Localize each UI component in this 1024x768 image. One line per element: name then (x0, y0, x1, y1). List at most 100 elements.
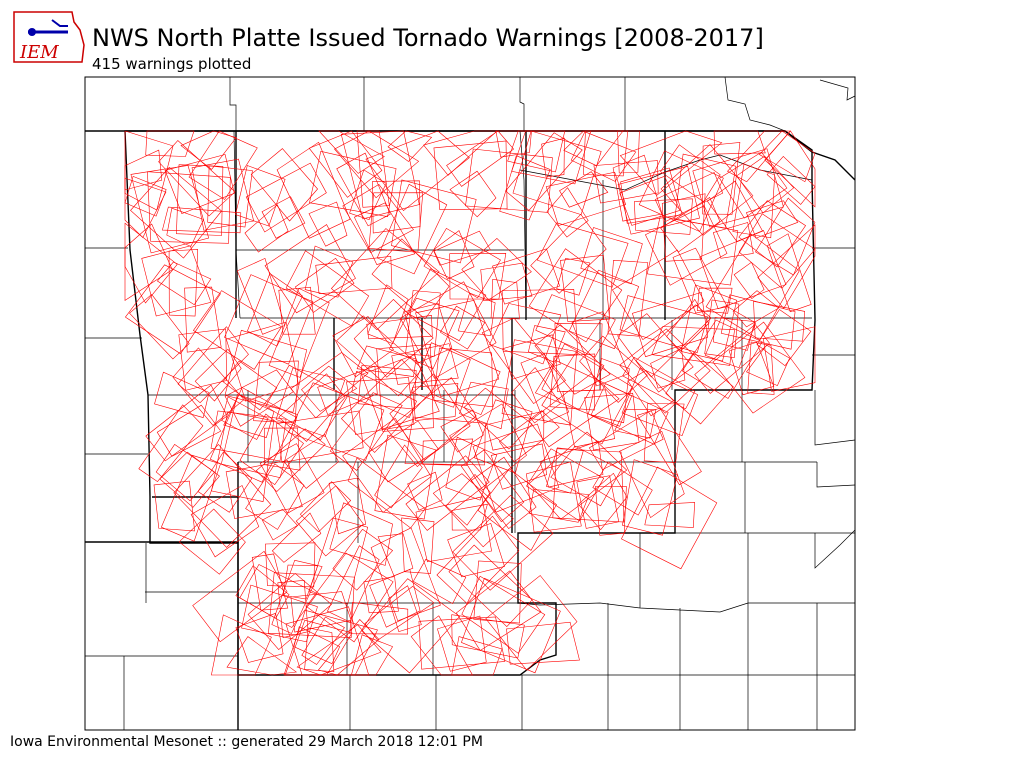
warning-polygon (704, 299, 740, 359)
warning-polygon (541, 137, 565, 178)
warning-polygon (539, 440, 604, 488)
warning-polygon (329, 502, 393, 566)
warning-polygon (210, 410, 287, 462)
logo: IEM (13, 11, 85, 63)
warning-polygon (571, 311, 629, 387)
warning-polygon (299, 481, 352, 533)
warning-polygon (304, 245, 354, 298)
warning-polygon (579, 335, 648, 403)
warning-polygon (541, 343, 605, 411)
warning-polygon (620, 466, 718, 570)
warning-polygon (619, 295, 709, 353)
warning-polygon (247, 273, 303, 347)
warning-polygon (172, 347, 245, 426)
warning-polygon (560, 254, 610, 322)
warning-polygon (377, 533, 414, 577)
warning-polygon (235, 165, 286, 227)
warning-polygon (162, 206, 242, 234)
warning-polygon (534, 359, 633, 427)
warning-polygon (244, 204, 289, 253)
warning-polygon (153, 480, 195, 532)
warning-polygon (530, 213, 607, 294)
warning-polygon (173, 443, 272, 548)
warning-polygon (209, 387, 297, 483)
warning-polygon (554, 323, 603, 393)
warning-polygon (290, 591, 352, 633)
warning-polygon (241, 584, 318, 643)
warning-polygon (461, 575, 546, 654)
warning-polygon (372, 180, 421, 234)
warning-polygon (526, 461, 582, 533)
warning-polygon (529, 489, 590, 523)
warning-polygon (481, 317, 566, 405)
warning-polygon (389, 373, 471, 461)
warning-polygon (728, 341, 775, 396)
warning-polygon (245, 162, 327, 233)
warning-polygon (332, 528, 394, 591)
warning-polygon (191, 158, 255, 231)
warning-polygon (636, 407, 702, 486)
warning-polygon (268, 287, 330, 378)
warning-polygon (225, 321, 299, 402)
warning-polygon (391, 343, 459, 385)
warning-polygon (178, 328, 228, 391)
warning-polygon (666, 298, 710, 352)
warning-polygon (437, 615, 487, 672)
warning-polygon (224, 329, 308, 413)
warning-polygon (354, 202, 416, 265)
warning-polygon (440, 409, 484, 453)
warning-polygon (349, 602, 409, 635)
warning-polygon (253, 360, 299, 424)
warning-polygon (415, 496, 492, 563)
warning-polygon (546, 187, 589, 238)
warning-polygon (622, 356, 696, 410)
warning-polygon (308, 201, 348, 247)
warning-polygon (644, 205, 728, 286)
warning-polygon (705, 233, 800, 341)
warning-polygon (275, 367, 346, 437)
warning-polygon (654, 172, 724, 223)
warning-polygon (632, 292, 708, 358)
warning-polygon (370, 527, 441, 622)
warning-polygon (301, 616, 345, 665)
warning-polygon (587, 358, 630, 424)
warning-polygon (255, 428, 326, 493)
warning-polygon (485, 575, 578, 671)
warning-polygon (448, 544, 533, 628)
warning-polygon (412, 383, 459, 421)
warning-polygon (235, 612, 284, 663)
warning-polygon (580, 227, 643, 285)
warning-polygon (336, 152, 391, 227)
warning-polygon (706, 180, 764, 243)
warning-polygon (588, 409, 664, 470)
warning-polygon (207, 165, 253, 228)
warning-polygon (490, 443, 548, 490)
warning-polygon (747, 341, 775, 395)
warning-polygon (259, 443, 325, 514)
warning-polygon (418, 616, 506, 670)
warning-polygon (614, 409, 657, 439)
warning-polygon (633, 198, 693, 235)
warning-polygon (239, 413, 304, 486)
warning-polygon (283, 433, 339, 489)
warning-polygon (617, 313, 694, 393)
warning-polygon (681, 319, 763, 399)
warning-polygon (224, 369, 294, 427)
warning-polygon (457, 292, 496, 337)
warning-polygon (276, 141, 351, 239)
warning-polygon (124, 223, 173, 301)
warning-polygon (704, 305, 756, 369)
warning-polygon (283, 609, 378, 676)
warning-polygon (643, 403, 685, 464)
warning-polygon (461, 237, 532, 301)
warning-polygon (340, 130, 420, 220)
warning-polygon (550, 445, 622, 507)
warning-polygon (236, 257, 286, 335)
warning-polygon (399, 281, 497, 379)
warning-polygon (661, 193, 706, 262)
warning-polygon (211, 614, 272, 676)
warning-polygon (180, 130, 237, 170)
warning-polygon (412, 558, 467, 605)
warning-polygon (660, 144, 721, 203)
